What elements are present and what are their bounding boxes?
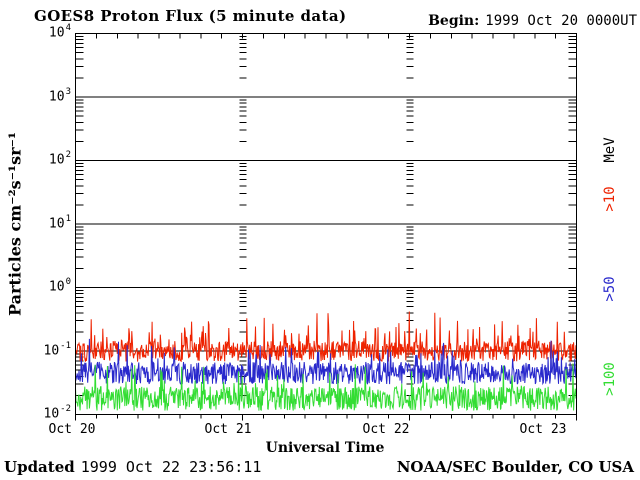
- x-axis-label: Universal Time: [265, 440, 385, 456]
- begin-value: 1999 Oct 20 0000UT: [485, 13, 637, 29]
- legend-entry-gt100: >100: [602, 362, 618, 396]
- x-tick-label: Oct 22: [362, 422, 410, 437]
- data-series: [76, 311, 576, 412]
- series-100MeV: [76, 363, 576, 412]
- series-10MeV: [76, 311, 576, 363]
- y-tick-label: 102: [48, 150, 71, 168]
- begin-timestamp: Begin: 1999 Oct 20 0000UT: [428, 13, 637, 29]
- y-tick-label: 103: [48, 87, 71, 105]
- begin-label: Begin:: [428, 13, 480, 29]
- y-tick-label: 101: [48, 214, 71, 232]
- plot-border: [75, 33, 577, 415]
- credit-text: NOAA/SEC Boulder, CO USA: [396, 458, 634, 476]
- legend-entry-gt50: >50: [602, 276, 618, 302]
- y-tick-label: 104: [48, 23, 71, 41]
- series-50MeV: [76, 338, 576, 386]
- y-tick-label: 100: [48, 277, 71, 295]
- x-tick-label: Oct 20: [48, 422, 96, 437]
- chart-title: GOES8 Proton Flux (5 minute data): [34, 7, 347, 25]
- y-tick-label: 10-1: [43, 341, 72, 359]
- updated-timestamp: Updated 1999 Oct 22 23:56:11: [4, 458, 261, 476]
- updated-value: 1999 Oct 22 23:56:11: [80, 458, 262, 476]
- updated-label: Updated: [4, 458, 75, 476]
- x-tick-label: Oct 23: [519, 422, 567, 437]
- x-tick-label: Oct 21: [204, 422, 252, 437]
- legend-entry-gt10: >10: [602, 186, 618, 212]
- gridlines: [75, 33, 577, 421]
- legend-unit-label: MeV: [602, 137, 618, 163]
- y-tick-label: 10-2: [43, 404, 72, 422]
